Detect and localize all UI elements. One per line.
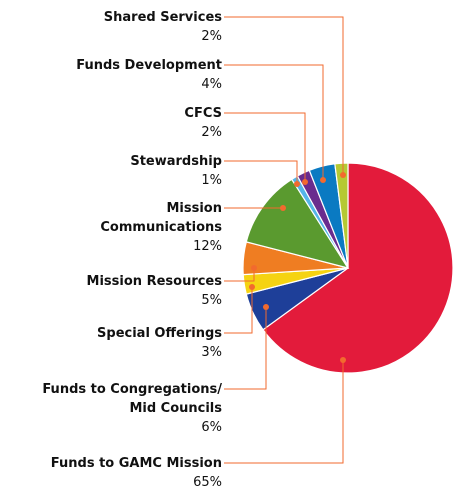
category-label: Funds Development [76,58,222,73]
leader-line [224,16,344,175]
leader-dot [340,357,346,363]
value-label: 65% [193,475,222,490]
leader-dot [280,205,286,211]
leader-line [224,160,298,184]
leader-dot [249,284,255,290]
category-label: Mission Resources [86,274,222,289]
slice-label: Mission Communications 12% [100,199,222,256]
leader-dot [340,172,346,178]
leader-line [224,112,306,182]
pie-slice [245,178,350,269]
pie-slice [262,162,454,374]
slice-label: Funds to Congregations/ Mid Councils 6% [42,380,222,437]
leader-line [224,287,253,334]
slice-label: Shared Services 2% [104,8,222,46]
slice-label: Funds Development 4% [76,56,222,94]
leader-dot [294,181,300,187]
leader-dot [302,179,308,185]
category-label: Stewardship [130,154,222,169]
category-label: Mission Communications [100,201,222,235]
leader-dot [263,304,269,310]
category-label: CFCS [184,106,222,121]
value-label: 6% [201,420,222,435]
value-label: 5% [201,293,222,308]
category-label: Funds to GAMC Mission [50,456,222,471]
leader-dot [320,177,326,183]
value-label: 4% [201,77,222,92]
leader-line [224,268,255,282]
category-label: Shared Services [103,10,222,25]
category-label: Special Offerings [97,326,222,341]
pie-slice [334,162,349,269]
slice-label: Mission Resources 5% [87,272,222,310]
category-label: Funds to Congregations/ Mid Councils [42,382,222,416]
slice-label: Special Offerings 3% [97,324,222,362]
slice-label: CFCS 2% [184,104,222,142]
leader-line [224,360,344,464]
leader-line [224,64,324,180]
leader-line [224,307,267,390]
value-label: 2% [201,29,222,44]
value-label: 1% [201,173,222,188]
leader-dot [251,265,257,271]
value-label: 12% [193,239,222,254]
value-label: 3% [201,345,222,360]
slice-label: Stewardship 1% [130,152,222,190]
slice-label: Funds to GAMC Mission 65% [51,454,222,492]
value-label: 2% [201,125,222,140]
